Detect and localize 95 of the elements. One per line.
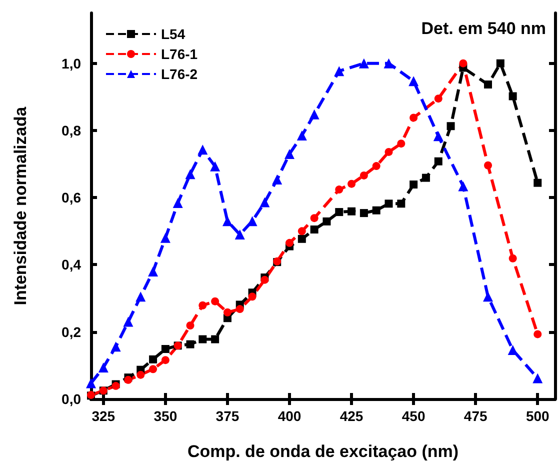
- point: [260, 197, 270, 208]
- point: [247, 216, 258, 226]
- x-tick-label: 500: [526, 408, 550, 424]
- point: [211, 335, 220, 344]
- point: [298, 227, 306, 236]
- point: [161, 344, 170, 353]
- point: [397, 200, 406, 208]
- point: [236, 305, 244, 314]
- point: [260, 276, 269, 284]
- point: [211, 297, 220, 306]
- point: [248, 292, 256, 301]
- point: [148, 266, 158, 276]
- x-tick-label: 475: [464, 408, 488, 424]
- point: [160, 232, 170, 243]
- y-tick-label: 1,0: [62, 55, 82, 72]
- point: [286, 238, 294, 247]
- point: [358, 58, 369, 68]
- legend-label: L76-2: [161, 66, 198, 82]
- point: [149, 355, 158, 364]
- point: [186, 340, 194, 348]
- point: [296, 130, 307, 141]
- point: [410, 114, 418, 122]
- point: [136, 292, 146, 302]
- x-tick-label: 425: [340, 408, 364, 424]
- point: [234, 230, 245, 240]
- point: [372, 206, 380, 214]
- point: [446, 122, 455, 130]
- legend-label: L76-1: [161, 46, 198, 62]
- point: [483, 292, 494, 302]
- point: [484, 80, 492, 88]
- point: [508, 254, 517, 262]
- point: [335, 186, 344, 194]
- point: [410, 180, 418, 189]
- point: [198, 335, 207, 344]
- point: [223, 308, 232, 316]
- x-tick-label: 400: [278, 408, 302, 424]
- point: [86, 378, 96, 388]
- point: [322, 217, 331, 226]
- point: [310, 225, 318, 234]
- point: [185, 169, 196, 180]
- y-tick-label: 0,8: [62, 122, 82, 138]
- point: [309, 109, 320, 120]
- point: [161, 356, 170, 364]
- point: [534, 330, 542, 338]
- annotation: Det. em 540 nm: [421, 19, 546, 38]
- x-tick-label: 325: [92, 408, 116, 424]
- y-tick-label: 0,0: [62, 391, 82, 407]
- point: [198, 144, 208, 155]
- y-tick-label: 0,6: [62, 190, 82, 206]
- point: [397, 140, 406, 148]
- point: [433, 131, 444, 142]
- point: [384, 200, 393, 208]
- point: [298, 234, 306, 243]
- point: [496, 59, 504, 68]
- point: [372, 162, 380, 170]
- point: [186, 321, 194, 330]
- x-tick-label: 350: [154, 408, 178, 424]
- point: [334, 66, 344, 76]
- point: [508, 92, 517, 100]
- point: [508, 344, 518, 355]
- x-axis-title: Comp. de onda de excitaçao (nm): [187, 442, 459, 461]
- point: [348, 207, 356, 216]
- point: [360, 209, 368, 218]
- point: [534, 178, 542, 187]
- x-tick-label: 375: [216, 408, 240, 424]
- point: [384, 148, 393, 156]
- point: [310, 214, 318, 222]
- point: [98, 362, 108, 372]
- y-axis-title: Intensidade normalizada: [11, 106, 30, 306]
- y-tick-label: 0,2: [62, 324, 82, 340]
- legend-label: L54: [161, 26, 186, 42]
- point: [198, 301, 207, 310]
- point: [434, 94, 442, 103]
- point: [222, 216, 232, 226]
- point: [408, 76, 419, 86]
- point: [272, 174, 282, 184]
- point: [348, 180, 356, 188]
- point: [360, 171, 368, 180]
- point: [459, 59, 468, 68]
- point: [149, 365, 158, 374]
- point: [422, 174, 430, 182]
- y-tick-label: 0,4: [62, 256, 82, 273]
- x-tick-label: 450: [402, 408, 426, 424]
- point: [484, 161, 492, 170]
- point: [458, 181, 468, 192]
- point: [335, 208, 344, 216]
- point: [210, 161, 220, 172]
- point: [532, 373, 543, 384]
- point: [434, 157, 442, 166]
- point: [136, 370, 145, 379]
- point: [172, 198, 183, 208]
- point: [384, 58, 394, 68]
- point: [123, 316, 134, 327]
- point: [284, 148, 295, 159]
- point: [110, 342, 121, 352]
